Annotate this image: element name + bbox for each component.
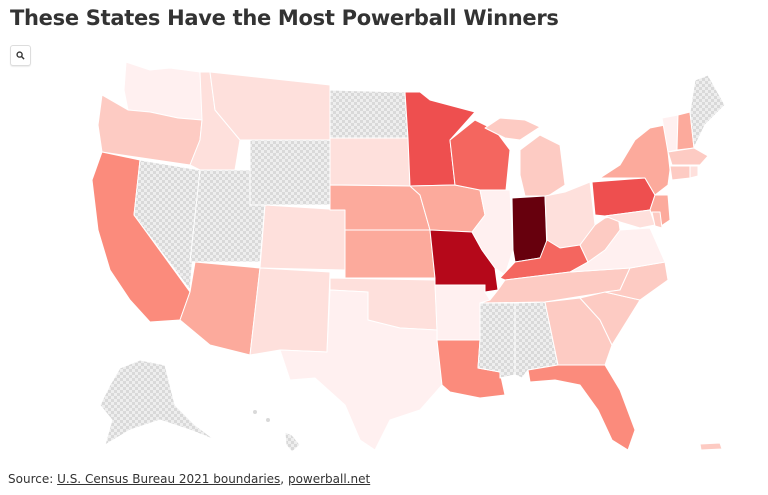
state-nebraska[interactable]: [329, 184, 431, 231]
powerball-link[interactable]: powerball.net: [287, 472, 371, 486]
state-rhode-island[interactable]: [689, 165, 699, 179]
state-michigan[interactable]: [519, 134, 566, 197]
state-south-dakota[interactable]: [329, 137, 411, 187]
state-indiana[interactable]: [511, 195, 548, 263]
state-texas[interactable]: [279, 289, 443, 451]
state-mississippi[interactable]: [477, 302, 516, 379]
source-prefix: Source:: [8, 472, 54, 486]
state-hawaii-island: [253, 410, 257, 414]
source-note: Source: U.S. Census Bureau 2021 boundari…: [8, 472, 370, 486]
us-choropleth-map: [91, 61, 726, 453]
state-hawaii[interactable]: [284, 431, 301, 453]
search-icon: [16, 51, 25, 60]
state-massachusetts[interactable]: [667, 147, 709, 166]
census-link[interactable]: U.S. Census Bureau 2021 boundaries: [57, 472, 281, 486]
state-arizona[interactable]: [179, 261, 261, 356]
state-maine[interactable]: [689, 74, 726, 149]
state-north-dakota[interactable]: [329, 89, 409, 139]
state-south-carolina[interactable]: [579, 291, 641, 346]
state-alaska[interactable]: [99, 359, 216, 446]
state-illinois[interactable]: [471, 189, 514, 276]
zoom-button[interactable]: [10, 45, 31, 66]
state-maryland[interactable]: [604, 209, 656, 229]
state-new-mexico[interactable]: [249, 267, 331, 356]
state-kansas[interactable]: [344, 229, 436, 279]
state-delaware[interactable]: [651, 211, 663, 229]
territory-puerto-rico[interactable]: [699, 442, 723, 451]
state-hawaii-island: [266, 418, 270, 422]
state-connecticut[interactable]: [669, 165, 691, 181]
state-west-virginia[interactable]: [579, 214, 621, 263]
state-colorado[interactable]: [259, 204, 346, 271]
state-wisconsin[interactable]: [449, 119, 511, 191]
map-title: These States Have the Most Powerball Win…: [10, 6, 559, 30]
state-wyoming[interactable]: [249, 139, 331, 206]
state-florida[interactable]: [527, 364, 636, 451]
source-separator: ,: [280, 472, 285, 486]
states-layer: [91, 61, 726, 453]
state-michigan-up[interactable]: [484, 117, 541, 141]
